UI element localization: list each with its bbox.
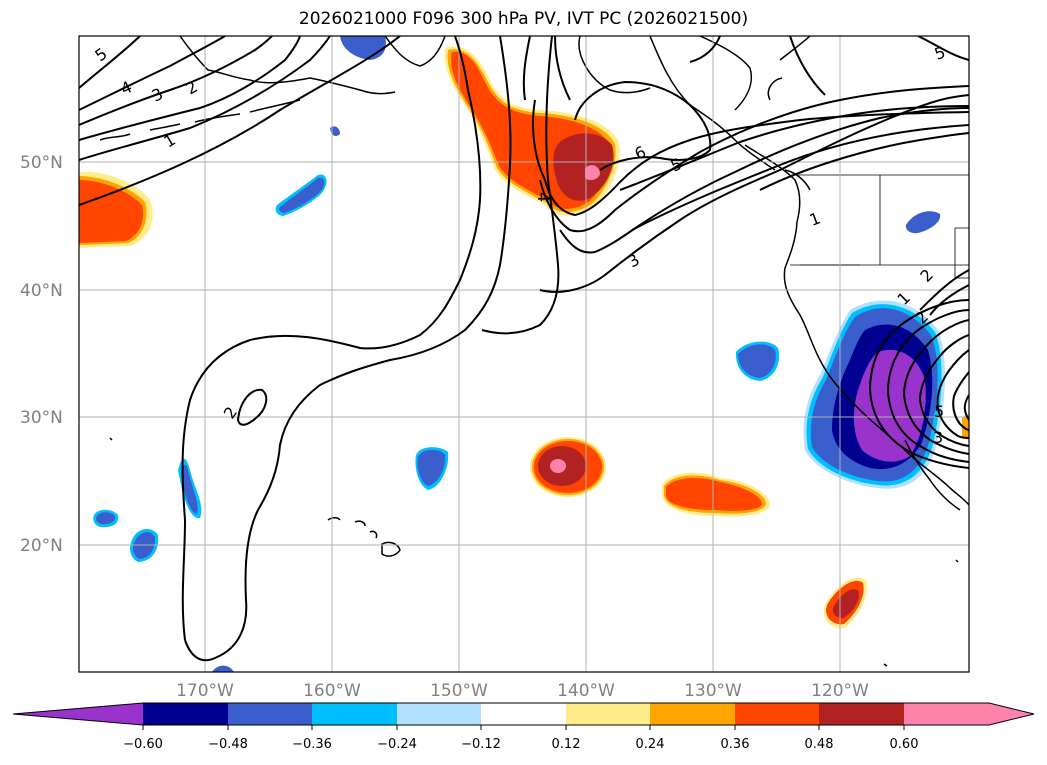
gridlines bbox=[79, 36, 969, 672]
colorbar-tick-label: 0.36 bbox=[721, 737, 750, 752]
lat-label-30n: 30°N bbox=[20, 408, 63, 428]
anomaly-positive-west-edge bbox=[79, 171, 153, 248]
colorbar: −0.60 −0.48 −0.36 −0.24 −0.12 0.12 0.24 … bbox=[12, 702, 1035, 752]
lon-label-140w: 140°W bbox=[557, 681, 615, 701]
colorbar-tick-label: −0.36 bbox=[292, 737, 332, 752]
colorbar-tick-label: 0.24 bbox=[636, 737, 665, 752]
lat-label-50n: 50°N bbox=[20, 153, 63, 173]
contour-label: 3 bbox=[933, 428, 943, 447]
lat-label-40n: 40°N bbox=[20, 281, 63, 301]
colorbar-segment bbox=[735, 703, 819, 725]
latitude-labels: 50°N 40°N 30°N 20°N bbox=[20, 153, 63, 556]
colorbar-segment bbox=[819, 703, 904, 725]
map-content: 5 4 3 2 1 6 5 4 3 1 2 1 2 5 3 2 5 bbox=[79, 36, 969, 672]
colorbar-segment bbox=[481, 703, 566, 725]
lon-label-120w: 120°W bbox=[811, 681, 869, 701]
colorbar-tick-label: −0.24 bbox=[377, 737, 417, 752]
coastlines bbox=[99, 36, 969, 667]
anomaly-positive-subtropical bbox=[662, 472, 770, 517]
colorbar-segment bbox=[228, 703, 312, 725]
colorbar-extend-low bbox=[13, 703, 143, 725]
colorbar-extend-high bbox=[904, 703, 1034, 725]
anomaly-negative-small-features bbox=[93, 36, 941, 672]
longitude-labels: 170°W 160°W 150°W 140°W 130°W 120°W bbox=[176, 681, 869, 701]
colorbar-segment bbox=[312, 703, 397, 725]
colorbar-segment bbox=[397, 703, 481, 725]
contour-label: 5 bbox=[934, 402, 944, 421]
lon-label-160w: 160°W bbox=[303, 681, 361, 701]
colorbar-segment bbox=[650, 703, 735, 725]
map-title: 2026021000 F096 300 hPa PV, IVT PC (2026… bbox=[298, 9, 749, 29]
colorbar-tick-label: −0.48 bbox=[208, 737, 248, 752]
lon-label-150w: 150°W bbox=[430, 681, 488, 701]
anomaly-positive-east-edge bbox=[962, 414, 969, 440]
colorbar-tick-label: 0.60 bbox=[890, 737, 919, 752]
anomaly-positive-south bbox=[823, 577, 867, 629]
anomaly-positive-central bbox=[530, 437, 606, 497]
contour-label: 4 bbox=[534, 192, 553, 202]
pv-contours bbox=[79, 36, 969, 662]
map-border bbox=[78, 35, 970, 673]
colorbar-tick-label: −0.12 bbox=[461, 737, 501, 752]
lat-label-20n: 20°N bbox=[20, 536, 63, 556]
colorbar-segment bbox=[566, 703, 650, 725]
colorbar-tick-label: 0.12 bbox=[552, 737, 581, 752]
lon-label-170w: 170°W bbox=[176, 681, 234, 701]
lon-label-130w: 130°W bbox=[684, 681, 742, 701]
colorbar-tick-label: −0.60 bbox=[123, 737, 163, 752]
colorbar-tick-label: 0.48 bbox=[805, 737, 834, 752]
colorbar-segment bbox=[143, 703, 228, 725]
